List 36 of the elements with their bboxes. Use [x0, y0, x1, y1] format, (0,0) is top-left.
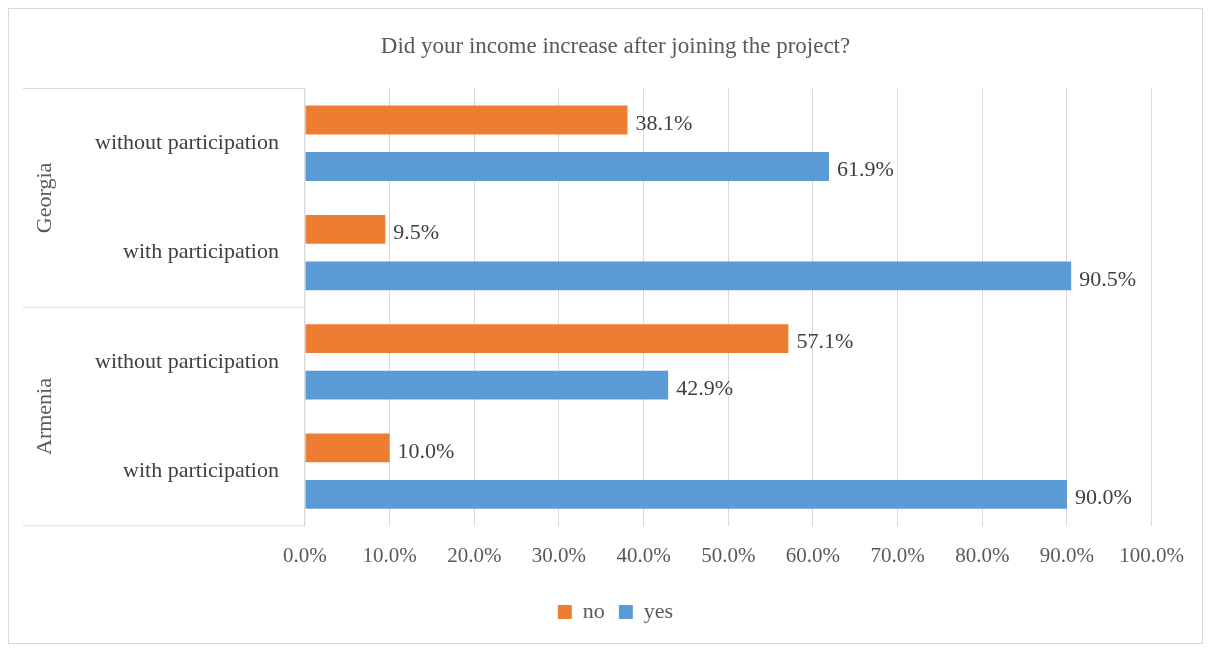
- x-tick-label: 20.0%: [447, 542, 502, 567]
- x-tick-label: 40.0%: [616, 542, 671, 567]
- text: Georgia: [30, 162, 56, 234]
- bar: [305, 324, 789, 354]
- x-tick-label: 50.0%: [701, 542, 756, 567]
- x-tick-label: 100.0%: [1119, 542, 1184, 567]
- x-tick-label: 90.0%: [1039, 542, 1095, 567]
- legend-label: yes: [643, 597, 674, 623]
- x-tick-label: 0.0%: [283, 542, 327, 567]
- data-label: 90.0%: [1074, 484, 1132, 510]
- text: Armenia: [30, 377, 56, 455]
- x-tick-label: 60.0%: [785, 542, 841, 567]
- bar: [305, 370, 669, 400]
- data-label: 90.5%: [1079, 265, 1137, 291]
- data-label: 42.9%: [676, 374, 733, 400]
- data-label: 61.9%: [837, 156, 894, 182]
- y-tick-label: without participation: [95, 129, 279, 155]
- bar: [305, 105, 628, 135]
- x-tick-label: 10.0%: [362, 542, 417, 567]
- chart-title: Did your income increase after joining the project?: [380, 32, 851, 58]
- y-tick-label: with participation: [123, 456, 279, 482]
- data-label: 57.1%: [796, 328, 854, 354]
- data-label: 38.1%: [635, 109, 693, 135]
- data-label: 10.0%: [397, 437, 455, 463]
- y-tick-label: with participation: [123, 238, 279, 264]
- data-label: 9.5%: [393, 219, 440, 245]
- bar: [305, 261, 1072, 291]
- bar: [305, 214, 386, 244]
- legend-label: no: [582, 597, 605, 623]
- y-tick-label: without participation: [95, 347, 279, 373]
- x-tick-label: 30.0%: [531, 542, 587, 567]
- x-tick-label: 70.0%: [870, 542, 925, 567]
- bar: [305, 433, 390, 463]
- bar: [305, 152, 830, 181]
- x-tick-label: 80.0%: [955, 542, 1010, 567]
- bar: [305, 479, 1067, 509]
